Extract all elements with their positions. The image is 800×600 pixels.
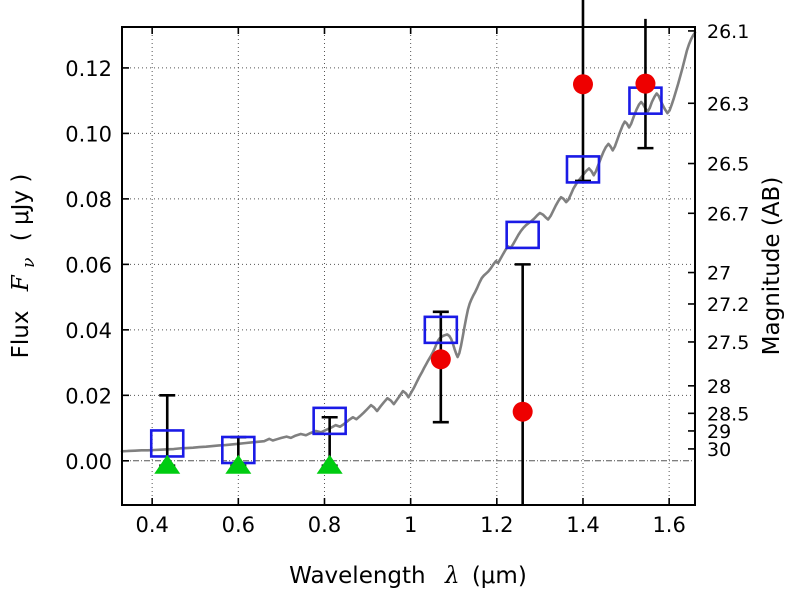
y-tick-label-0.10: 0.10 bbox=[65, 122, 112, 146]
tick-marks bbox=[122, 27, 695, 505]
upper-limit-layer bbox=[154, 454, 343, 474]
y-axis-title-unit: ( μJy ) bbox=[8, 174, 34, 242]
y-tick-label-0.12: 0.12 bbox=[65, 57, 112, 81]
upper-limits-marker-0 bbox=[154, 454, 181, 474]
y-tick-label-0.06: 0.06 bbox=[65, 253, 112, 277]
x-tick-label-1.6: 1.6 bbox=[652, 513, 685, 537]
y-tick-label-0.08: 0.08 bbox=[65, 188, 112, 212]
gridlines bbox=[122, 27, 695, 505]
y2-tick-label-27.5: 27.5 bbox=[707, 332, 749, 354]
x-tick-label-1: 1 bbox=[404, 513, 417, 537]
y2-tick-label-29: 29 bbox=[707, 421, 731, 443]
model-photometry-marker-2 bbox=[312, 406, 347, 436]
y2-tick-label-26.1: 26.1 bbox=[707, 21, 749, 43]
y2-tick-label-30: 30 bbox=[707, 439, 731, 461]
observed-photometry-marker-2 bbox=[572, 74, 593, 95]
y2-tick-label-27.2: 27.2 bbox=[707, 294, 749, 316]
model-photometry-marker-3 bbox=[423, 315, 459, 345]
svg-text:Flux F ν: Flux F ν ( μJy ) bbox=[8, 174, 40, 359]
model-photometry-marker-5 bbox=[565, 155, 601, 184]
upper-limits-marker-1 bbox=[225, 454, 252, 474]
errorbar-4 bbox=[514, 263, 531, 505]
y-tick-label-0.00: 0.00 bbox=[65, 450, 112, 474]
observed-photometry-marker-3 bbox=[635, 73, 656, 94]
x-axis-title-word: Wavelength bbox=[289, 563, 425, 589]
model-photometry-layer bbox=[149, 86, 663, 465]
y-tick-label-0.04: 0.04 bbox=[65, 319, 112, 343]
y-tick-label-0.02: 0.02 bbox=[65, 384, 112, 408]
x-tick-label-0.4: 0.4 bbox=[135, 513, 168, 537]
y-axis-title-fnu: F bbox=[8, 274, 34, 292]
y-axis-title-word: Flux bbox=[8, 311, 34, 359]
plot-area-background bbox=[122, 27, 695, 505]
y-axis-title: Flux F ν ( μJy ) bbox=[8, 174, 40, 359]
x-tick-label-0.6: 0.6 bbox=[222, 513, 255, 537]
x-axis-title: Wavelength λ (μm) bbox=[289, 563, 527, 589]
model-photometry-marker-4 bbox=[505, 220, 540, 250]
y2-axis-title-text: Magnitude (AB) bbox=[759, 177, 785, 356]
observed-photometry-marker-1 bbox=[512, 401, 533, 422]
observed-photometry-layer bbox=[430, 73, 656, 422]
y2-tick-label-28.5: 28.5 bbox=[707, 403, 749, 425]
y2-tick-label-26.5: 26.5 bbox=[707, 154, 749, 176]
y2-tick-label-27: 27 bbox=[707, 263, 731, 285]
x-tick-label-0.8: 0.8 bbox=[308, 513, 341, 537]
x-tick-label-1.4: 1.4 bbox=[566, 513, 599, 537]
x-tick-label-1.2: 1.2 bbox=[480, 513, 513, 537]
spectrum-curve bbox=[120, 31, 697, 453]
y2-tick-label-26.3: 26.3 bbox=[707, 93, 749, 115]
y2-axis-title: Magnitude (AB) bbox=[759, 177, 785, 356]
y-axis-title-nu-subscript: ν bbox=[19, 258, 39, 268]
spectrum-curve-layer bbox=[120, 31, 697, 453]
svg-text:Wavelength λ (: Wavelength λ (μm) bbox=[289, 563, 527, 589]
observed-photometry-marker-0 bbox=[430, 349, 451, 370]
upper-limits-marker-2 bbox=[316, 454, 343, 474]
x-axis-title-unit: (μm) bbox=[472, 563, 527, 589]
x-tick-labels: 0.4 0.6 0.8 1 1.2 1.4 1.6 bbox=[135, 513, 685, 537]
y2-tick-label-28: 28 bbox=[707, 376, 731, 398]
y-tick-labels: 0.00 0.02 0.04 0.06 0.08 0.10 0.12 bbox=[65, 57, 112, 474]
y2-tick-label-26.7: 26.7 bbox=[707, 203, 749, 225]
plot-frame bbox=[121, 26, 696, 506]
x-axis-title-lambda: λ bbox=[444, 563, 460, 589]
